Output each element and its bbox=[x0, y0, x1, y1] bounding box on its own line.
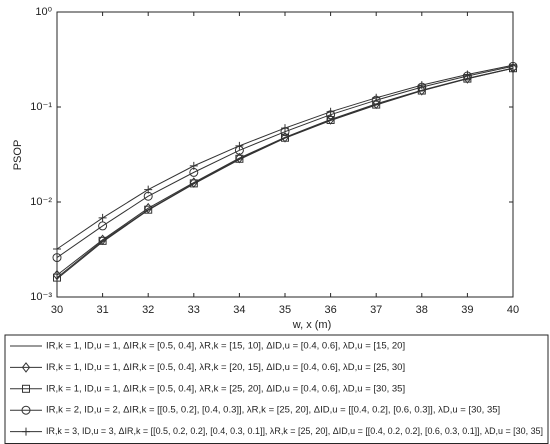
legend-label: IR,k = 3, ID,u = 3, ΔIR,k = [[0.5, 0.2, … bbox=[46, 426, 543, 437]
x-tick-label: 35 bbox=[279, 304, 291, 316]
legend-marker bbox=[22, 427, 30, 436]
legend-label: IR,k = 1, ID,u = 1, ΔIR,k = [0.5, 0.4], … bbox=[46, 341, 405, 352]
marker bbox=[372, 93, 381, 102]
series-line bbox=[56, 64, 514, 250]
y-tick-label: 10⁻² bbox=[30, 196, 52, 208]
marker bbox=[235, 154, 244, 163]
marker bbox=[326, 107, 335, 116]
x-tick-label: 32 bbox=[142, 304, 154, 316]
y-axis-label: PSOP bbox=[12, 140, 24, 171]
marker bbox=[189, 179, 198, 188]
series-line bbox=[56, 67, 514, 278]
marker bbox=[417, 84, 426, 96]
legend-label: IR,k = 1, ID,u = 1, ΔIR,k = [0.5, 0.4], … bbox=[46, 383, 405, 394]
legend-label: IR,k = 1, ID,u = 1, ΔIR,k = [0.5, 0.4], … bbox=[46, 362, 405, 373]
marker bbox=[463, 70, 472, 79]
legend-box bbox=[4, 334, 549, 444]
marker bbox=[52, 253, 62, 263]
x-tick-label: 40 bbox=[507, 304, 519, 316]
x-tick-label: 30 bbox=[51, 304, 63, 316]
marker bbox=[189, 161, 198, 170]
marker bbox=[326, 115, 335, 124]
series-line bbox=[56, 67, 514, 280]
marker bbox=[53, 245, 61, 254]
marker bbox=[280, 131, 290, 143]
legend-marker bbox=[22, 384, 30, 393]
marker bbox=[98, 236, 107, 245]
y-tick-label: 10⁰ bbox=[35, 6, 52, 18]
y-tick-label: 10⁻³ bbox=[30, 291, 52, 303]
marker bbox=[144, 185, 153, 194]
marker bbox=[281, 133, 289, 142]
marker bbox=[281, 124, 289, 133]
marker bbox=[417, 81, 426, 90]
x-tick-label: 34 bbox=[233, 304, 245, 316]
x-tick-label: 36 bbox=[324, 304, 336, 316]
plot-frame bbox=[56, 11, 514, 298]
marker bbox=[509, 61, 517, 70]
legend-label: IR,k = 2, ID,u = 2, ΔIR,k = [[0.5, 0.2],… bbox=[46, 405, 500, 416]
y-tick-label: 10⁻¹ bbox=[30, 101, 52, 113]
marker bbox=[52, 269, 62, 281]
x-tick-label: 37 bbox=[370, 304, 382, 316]
marker bbox=[98, 221, 108, 231]
legend-marker bbox=[21, 405, 31, 415]
series-line bbox=[56, 67, 514, 276]
marker bbox=[235, 141, 244, 150]
x-axis-label: w, x (m) bbox=[292, 319, 332, 331]
x-tick-label: 33 bbox=[188, 304, 200, 316]
marker bbox=[98, 213, 107, 222]
x-tick-label: 39 bbox=[461, 304, 473, 316]
x-tick-label: 38 bbox=[416, 304, 428, 316]
marker bbox=[53, 273, 61, 282]
legend-marker bbox=[21, 362, 31, 373]
x-tick-label: 31 bbox=[96, 304, 108, 316]
series-line bbox=[56, 65, 514, 258]
marker bbox=[144, 205, 153, 214]
